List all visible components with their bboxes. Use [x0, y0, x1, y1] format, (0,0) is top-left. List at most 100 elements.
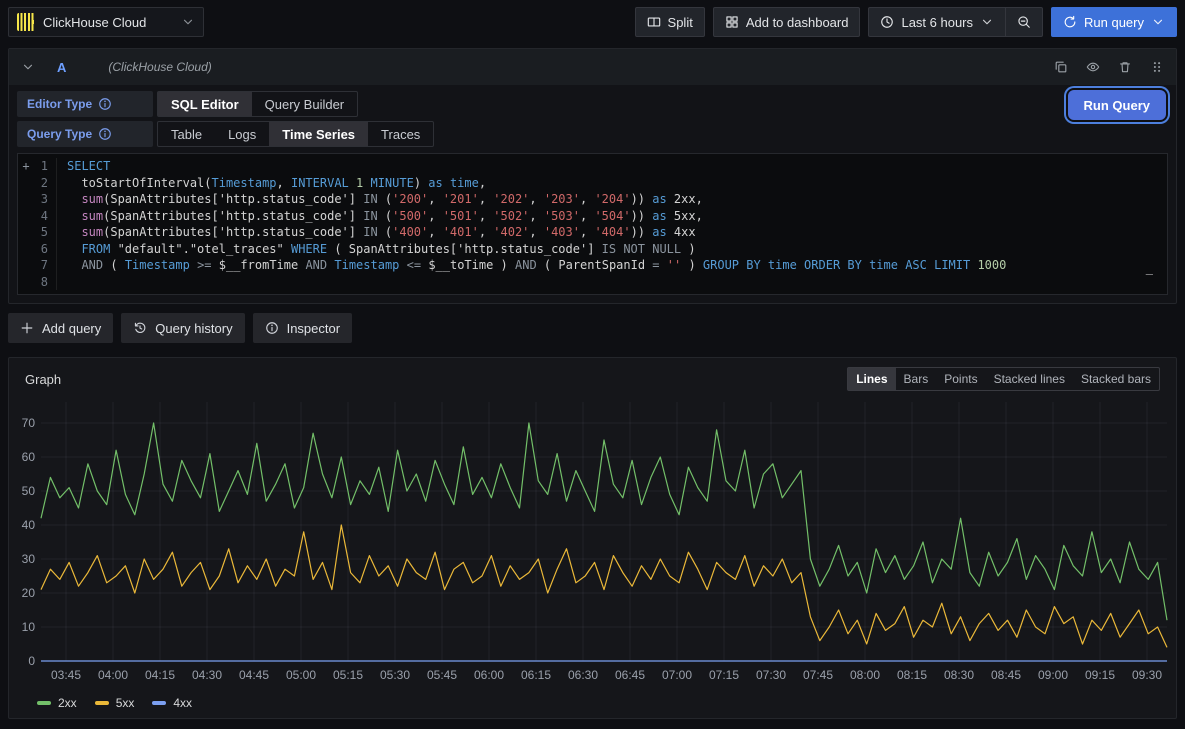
duplicate-icon[interactable] — [1054, 60, 1068, 74]
info-circle-icon[interactable] — [98, 97, 112, 111]
toolbar-actions: Split Add to dashboard Last 6 hours Run … — [634, 7, 1177, 37]
zoom-out-time-button[interactable] — [1005, 7, 1044, 37]
add-to-dashboard-button[interactable]: Add to dashboard — [712, 7, 861, 37]
code-text: sum(SpanAttributes['http.status_code'] I… — [56, 191, 1167, 208]
editor-type-chip: Editor Type — [17, 91, 153, 117]
legend-label: 4xx — [173, 696, 193, 710]
graph-style-stacked-lines[interactable]: Stacked lines — [993, 372, 1065, 386]
timeseries-chart[interactable]: 03:45 04:00 04:15 04:30 04:45 05:00 05:15 05:30… — [9, 395, 1176, 694]
query-ref-id: A — [57, 59, 67, 75]
button-label: Inspector — [286, 320, 341, 336]
button-label: Add query — [42, 320, 102, 336]
code-line-6: 6 FROM "default"."otel_traces" WHERE ( S… — [18, 240, 1167, 257]
query-history-button[interactable]: Query history — [121, 313, 245, 343]
editor-type-option-query-builder[interactable]: Query Builder — [264, 96, 345, 112]
line-number: 2 — [40, 175, 48, 190]
drag-handle-icon[interactable] — [1150, 60, 1164, 74]
x-tick-label: 08:00 — [850, 668, 880, 682]
line-number: 4 — [40, 208, 48, 223]
x-tick-label: 07:15 — [709, 668, 739, 682]
code-line-8: 8 — [18, 273, 1167, 291]
chevron-down-icon — [1151, 15, 1165, 29]
x-tick-label: 09:00 — [1038, 668, 1068, 682]
add-query-button[interactable]: Add query — [8, 313, 114, 343]
trash-icon[interactable] — [1118, 60, 1132, 74]
eye-icon[interactable] — [1086, 60, 1100, 74]
query-type-tabs: Table Logs Time Series Traces — [157, 121, 435, 147]
query-type-tab-logs[interactable]: Logs — [228, 126, 257, 142]
code-text: FROM "default"."otel_traces" WHERE ( Spa… — [56, 240, 1167, 257]
chart-canvas[interactable]: 03:45 04:00 04:15 04:30 04:45 05:00 05:15 05:30… — [11, 397, 1172, 689]
graph-style-points[interactable]: Points — [944, 372, 978, 386]
x-tick-label: 05:45 — [427, 668, 457, 682]
query-type-tab-traces[interactable]: Traces — [381, 126, 421, 142]
run-query-label: Run query — [1084, 14, 1144, 30]
gutter — [18, 257, 34, 274]
secondary-actions-row: Add query Query history Inspector — [8, 313, 1177, 343]
line-number: 1 — [40, 159, 48, 173]
graph-style-stacked-bars[interactable]: Stacked bars — [1080, 372, 1151, 386]
x-tick-label: 05:00 — [286, 668, 316, 682]
legend-item-5xx[interactable]: 5xx — [94, 696, 134, 710]
query-type-tab-time-series[interactable]: Time Series — [269, 122, 369, 146]
datasource-label: ClickHouse Cloud — [43, 14, 147, 30]
query-type-label: Query Type — [27, 127, 93, 141]
run-query-panel-button[interactable]: Run Query — [1067, 90, 1166, 120]
line-number: 6 — [40, 241, 48, 256]
y-tick-label: 50 — [22, 484, 36, 498]
graph-style-lines[interactable]: Lines — [848, 368, 896, 390]
code-line-4: 4 sum(SpanAttributes['http.status_code']… — [18, 207, 1167, 224]
editor-type-toggle: SQL Editor Query Builder — [157, 91, 359, 117]
query-row-header[interactable]: A (ClickHouse Cloud) — [9, 49, 1176, 85]
text-cursor: _ — [1145, 261, 1153, 275]
editor-type-row: Editor Type SQL Editor Query Builder — [17, 91, 1168, 117]
split-button[interactable]: Split — [634, 7, 705, 37]
query-type-tab-table[interactable]: Table — [171, 126, 203, 142]
collapse-chevron-icon[interactable] — [21, 60, 35, 74]
sql-code-editor[interactable]: _ +1 SELECT 2 toStartOfInterval(Timestamp,… — [17, 153, 1168, 295]
info-circle-icon[interactable] — [98, 127, 112, 141]
line-number: 5 — [40, 225, 48, 239]
graph-style-bars[interactable]: Bars — [903, 372, 929, 386]
chevron-down-icon — [181, 15, 195, 29]
time-range-group: Last 6 hours — [868, 7, 1044, 37]
chart-legend: 2xx 5xx 4xx — [9, 694, 1176, 718]
editor-type-option-sql-editor[interactable]: SQL Editor — [158, 92, 252, 116]
run-query-toolbar-button[interactable]: Run query — [1051, 7, 1177, 37]
series-line-5xx — [40, 524, 1168, 648]
x-tick-label: 08:45 — [991, 668, 1021, 682]
x-tick-label: 07:30 — [756, 668, 786, 682]
x-tick-label: 08:15 — [897, 668, 927, 682]
x-tick-label: 05:30 — [380, 668, 410, 682]
line-number: 8 — [40, 274, 48, 289]
code-line-3: 3 sum(SpanAttributes['http.status_code']… — [18, 191, 1167, 208]
add-line-icon[interactable]: + — [22, 159, 30, 173]
time-range-button[interactable]: Last 6 hours — [868, 7, 1006, 37]
history-icon — [133, 321, 147, 335]
graph-style-toggle: Lines Bars Points Stacked lines Stacked bars — [847, 367, 1160, 391]
y-tick-label: 0 — [28, 654, 35, 668]
x-tick-label: 06:30 — [568, 668, 598, 682]
inspector-button[interactable]: Inspector — [252, 313, 353, 343]
query-type-row: Query Type Table Logs Time Series Traces — [17, 121, 1168, 147]
x-tick-label: 09:30 — [1132, 668, 1162, 682]
plus-icon — [20, 321, 34, 335]
legend-item-4xx[interactable]: 4xx — [152, 696, 192, 710]
x-tick-label: 04:00 — [98, 668, 128, 682]
x-tick-label: 03:45 — [51, 668, 81, 682]
legend-item-2xx[interactable]: 2xx — [37, 696, 77, 710]
y-tick-label: 10 — [22, 620, 36, 634]
line-number: 3 — [40, 192, 48, 206]
datasource-picker[interactable]: ClickHouse Cloud — [8, 7, 204, 37]
x-tick-label: 04:45 — [239, 668, 269, 682]
graph-panel: Graph Lines Bars Points Stacked lines Stacke… — [8, 357, 1177, 719]
query-type-chip: Query Type — [17, 121, 153, 147]
gutter — [18, 274, 34, 291]
sync-icon — [1063, 15, 1077, 29]
x-tick-label: 07:45 — [803, 668, 833, 682]
button-label: Query history — [155, 320, 233, 336]
code-line-1: +1 SELECT — [18, 158, 1167, 175]
split-icon — [647, 15, 661, 29]
clickhouse-logo-icon — [17, 13, 35, 31]
legend-swatch-2xx — [37, 701, 51, 705]
